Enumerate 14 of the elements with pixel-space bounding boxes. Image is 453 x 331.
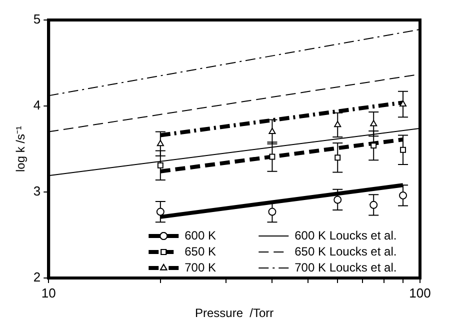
- legend-label: 700 K: [184, 260, 216, 274]
- y-tick-label: 4: [33, 98, 41, 113]
- y-axis-title: log k /s⁻¹: [14, 126, 28, 172]
- legend-label: 700 K Loucks et al.: [294, 260, 397, 274]
- legend-label: 600 K Loucks et al.: [294, 228, 397, 242]
- legend-label: 600 K: [184, 228, 216, 242]
- legend-label: 650 K Loucks et al.: [294, 244, 397, 258]
- y-tick-label: 2: [33, 270, 41, 285]
- x-tick-label: 10: [41, 285, 56, 300]
- x-tick-label: 100: [409, 285, 431, 300]
- y-tick-label: 3: [33, 184, 41, 199]
- x-axis-title: Pressure /Torr: [194, 306, 274, 320]
- legend-label: 650 K: [184, 244, 216, 258]
- y-tick-label: 5: [33, 12, 41, 27]
